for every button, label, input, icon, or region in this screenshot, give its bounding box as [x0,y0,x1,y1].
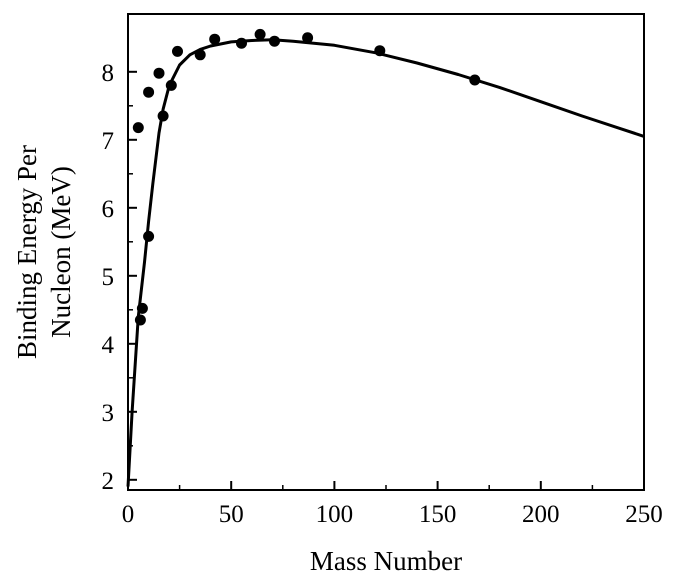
data-point [209,33,221,45]
data-point [236,37,247,49]
data-point [172,45,183,57]
x-tick-label: 100 [316,501,354,528]
x-tick-label: 250 [625,501,663,528]
curve-layer [126,38,645,487]
points-layer [132,28,481,326]
x-axis-ticks: 0 50 100 150 200 250 [122,481,663,528]
data-point [269,35,280,47]
y-tick-label: 2 [102,468,115,495]
x-tick-label: 50 [219,501,244,528]
data-point [143,230,155,242]
data-point [194,49,206,61]
data-point [132,122,144,134]
y-tick-label: 8 [102,60,115,87]
fit-curve [126,38,645,487]
y-tick-label: 4 [102,332,115,359]
data-point [134,314,146,326]
y-axis-label-line-2: Nucleon (MeV) [46,166,76,338]
y-tick-label: 3 [102,400,115,427]
data-point [254,28,266,40]
y-tick-label: 6 [102,196,115,223]
data-point [374,45,386,57]
data-point [469,74,481,86]
data-point [136,302,148,314]
y-axis-ticks: 2 3 4 5 6 7 8 [102,60,137,495]
x-axis-label: Mass Number [310,546,462,576]
x-tick-label: 200 [522,501,560,528]
data-point [143,86,155,98]
x-tick-label: 150 [419,501,457,528]
data-point [165,79,177,91]
x-tick-label: 0 [122,501,135,528]
data-point [157,110,169,122]
data-point [302,32,314,44]
data-point [153,67,165,79]
y-tick-label: 7 [102,128,115,155]
y-axis-label-line-1: Binding Energy Per [12,145,42,359]
y-tick-label: 5 [102,264,115,291]
